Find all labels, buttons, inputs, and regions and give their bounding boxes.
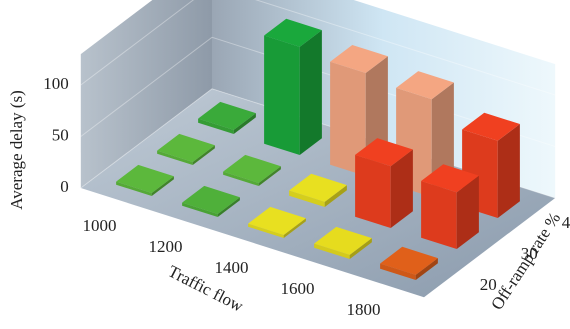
bar-side xyxy=(497,124,520,219)
bar-top xyxy=(396,71,454,100)
bar xyxy=(223,154,281,187)
bar-front xyxy=(198,118,234,135)
bar-front xyxy=(223,171,259,187)
bar xyxy=(116,164,174,197)
bar-top xyxy=(330,44,388,74)
bar-front xyxy=(330,61,366,177)
bar xyxy=(157,133,215,166)
x-tick-label: 1800 xyxy=(347,300,381,319)
bar-top xyxy=(289,173,347,202)
bar xyxy=(355,138,413,229)
bar-top xyxy=(223,154,281,183)
bar-side xyxy=(151,176,174,197)
bar xyxy=(289,173,347,208)
bar-front xyxy=(116,181,152,197)
bar-top xyxy=(248,206,306,235)
bar-front xyxy=(314,243,350,260)
x-tick-label: 1000 xyxy=(83,216,117,235)
legend-label: 40 xyxy=(562,213,570,232)
bar-top xyxy=(264,18,322,47)
bar-top xyxy=(116,164,174,193)
bar-top xyxy=(198,101,256,130)
bar-top xyxy=(421,164,479,193)
bar xyxy=(198,101,256,135)
bar-side xyxy=(283,218,306,239)
x-tick-label: 1200 xyxy=(149,237,183,256)
bar-side xyxy=(415,258,438,281)
bar-side xyxy=(349,238,372,260)
bar-front xyxy=(157,150,193,166)
bar-front xyxy=(421,181,457,250)
bar xyxy=(380,246,438,281)
x-tick-label: 1600 xyxy=(281,279,315,298)
bar-top xyxy=(355,138,413,167)
bar-front xyxy=(182,202,218,218)
bar xyxy=(421,164,479,250)
grid-line xyxy=(80,0,556,96)
bar-side xyxy=(233,113,256,135)
z-tick-label: 100 xyxy=(43,74,69,93)
bar-side xyxy=(192,145,215,166)
z-axis-title: Average delay (s) xyxy=(7,90,26,210)
bar-side xyxy=(217,197,240,218)
bar-front xyxy=(380,263,416,281)
bar-top xyxy=(462,112,520,141)
bar-front xyxy=(248,223,284,239)
bar-front xyxy=(289,190,325,208)
bar-front xyxy=(264,35,300,156)
x-tick-label: 1400 xyxy=(215,258,249,277)
bar xyxy=(314,226,372,260)
z-tick-label: 0 xyxy=(60,177,69,196)
bar-side xyxy=(390,149,413,229)
bar-front xyxy=(355,154,391,229)
bar-side xyxy=(456,175,479,250)
bar-top xyxy=(314,226,372,255)
bar-top xyxy=(157,133,215,162)
legend-label: 30 xyxy=(521,244,538,263)
left-wall xyxy=(80,0,212,188)
bar-side xyxy=(299,30,322,156)
bar xyxy=(248,206,306,239)
bar-side xyxy=(324,185,347,208)
bar xyxy=(182,185,240,218)
bar-top xyxy=(380,246,438,275)
legend-label: 20 xyxy=(480,275,497,294)
bar-top xyxy=(182,185,240,214)
bar xyxy=(264,18,322,156)
bar-side xyxy=(258,166,281,187)
z-tick-label: 50 xyxy=(52,125,69,144)
